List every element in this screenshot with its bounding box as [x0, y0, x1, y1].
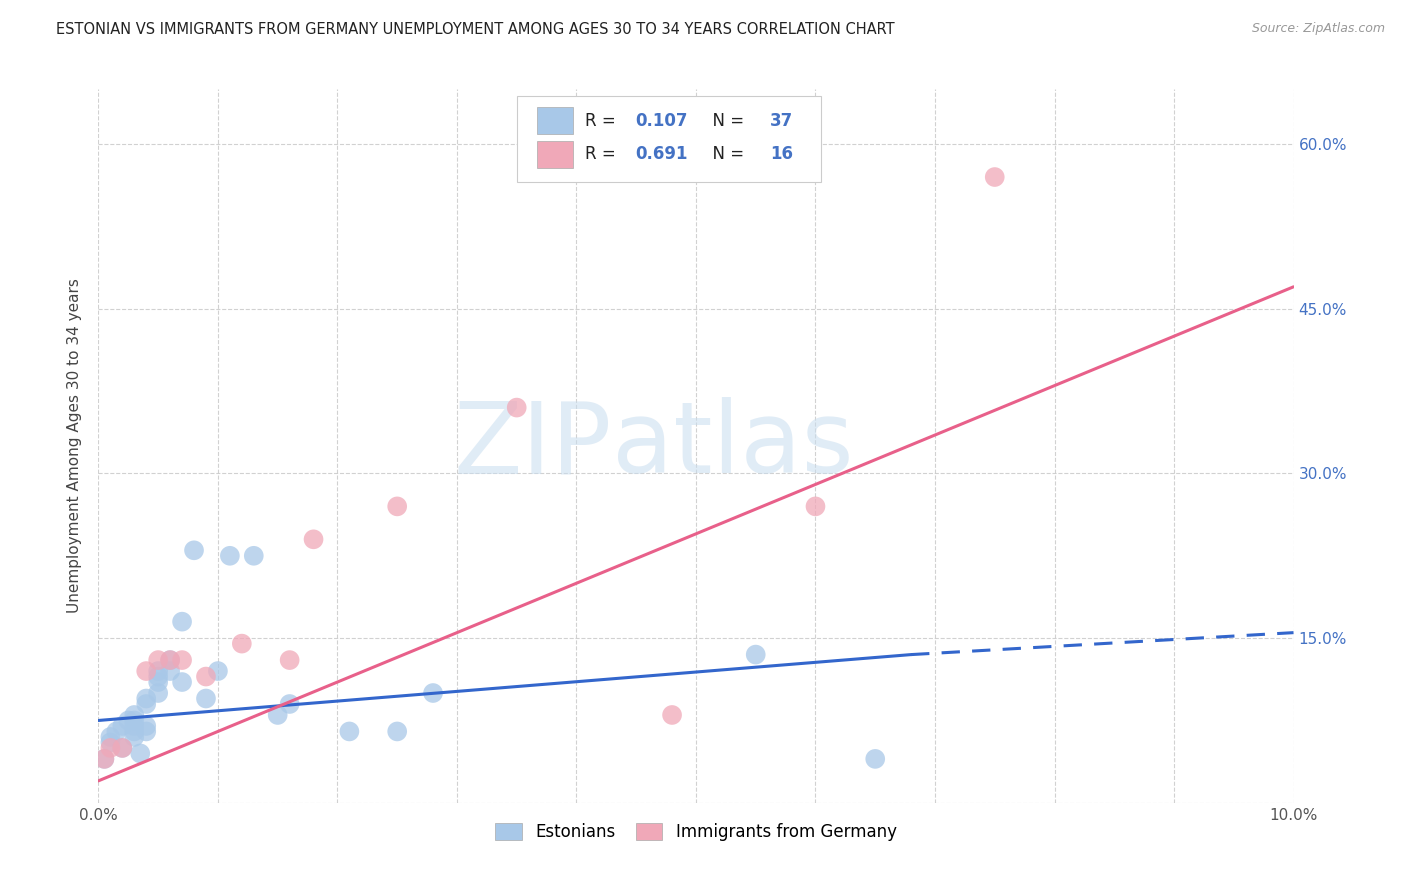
Text: R =: R = — [585, 112, 621, 129]
Point — [195, 669, 218, 683]
Point — [135, 719, 157, 733]
Point — [148, 675, 170, 690]
Point — [243, 549, 266, 563]
Point — [278, 653, 301, 667]
Point — [98, 730, 122, 744]
Point — [124, 714, 146, 728]
Text: ZIP: ZIP — [454, 398, 613, 494]
Text: 0.691: 0.691 — [636, 145, 688, 163]
Point — [111, 719, 134, 733]
Point — [117, 714, 139, 728]
Point — [172, 615, 194, 629]
Text: 0.107: 0.107 — [636, 112, 688, 129]
Legend: Estonians, Immigrants from Germany: Estonians, Immigrants from Germany — [489, 816, 903, 848]
Point — [231, 637, 253, 651]
Point — [124, 719, 146, 733]
Point — [98, 735, 122, 749]
FancyBboxPatch shape — [517, 96, 821, 182]
Point — [183, 543, 205, 558]
Y-axis label: Unemployment Among Ages 30 to 34 years: Unemployment Among Ages 30 to 34 years — [67, 278, 83, 614]
Point — [278, 697, 301, 711]
FancyBboxPatch shape — [537, 107, 572, 134]
Point — [661, 708, 683, 723]
Point — [129, 747, 152, 761]
Point — [111, 740, 134, 755]
Text: N =: N = — [702, 145, 749, 163]
Point — [148, 669, 170, 683]
Point — [267, 708, 290, 723]
Point — [984, 169, 1007, 184]
Point — [385, 724, 409, 739]
Point — [124, 708, 146, 723]
Point — [865, 752, 887, 766]
Point — [159, 653, 181, 667]
Text: ESTONIAN VS IMMIGRANTS FROM GERMANY UNEMPLOYMENT AMONG AGES 30 TO 34 YEARS CORRE: ESTONIAN VS IMMIGRANTS FROM GERMANY UNEM… — [56, 22, 894, 37]
Point — [172, 675, 194, 690]
Point — [172, 653, 194, 667]
Point — [804, 500, 827, 514]
Text: R =: R = — [585, 145, 621, 163]
Point — [124, 730, 146, 744]
Point — [195, 691, 218, 706]
Text: Source: ZipAtlas.com: Source: ZipAtlas.com — [1251, 22, 1385, 36]
Point — [98, 740, 122, 755]
Text: 37: 37 — [770, 112, 793, 129]
Point — [219, 549, 242, 563]
Point — [148, 686, 170, 700]
Point — [159, 664, 181, 678]
FancyBboxPatch shape — [537, 141, 572, 168]
Point — [105, 724, 128, 739]
Point — [148, 653, 170, 667]
Point — [207, 664, 229, 678]
Point — [124, 724, 146, 739]
Text: 16: 16 — [770, 145, 793, 163]
Point — [159, 653, 181, 667]
Point — [745, 648, 768, 662]
Point — [148, 664, 170, 678]
Text: atlas: atlas — [613, 398, 853, 494]
Point — [135, 724, 157, 739]
Point — [302, 533, 325, 547]
Point — [422, 686, 444, 700]
Point — [93, 752, 115, 766]
Point — [385, 500, 409, 514]
Point — [339, 724, 361, 739]
Point — [135, 697, 157, 711]
Point — [135, 664, 157, 678]
Point — [506, 401, 529, 415]
Point — [93, 752, 115, 766]
Point — [111, 740, 134, 755]
Point — [135, 691, 157, 706]
Text: N =: N = — [702, 112, 749, 129]
